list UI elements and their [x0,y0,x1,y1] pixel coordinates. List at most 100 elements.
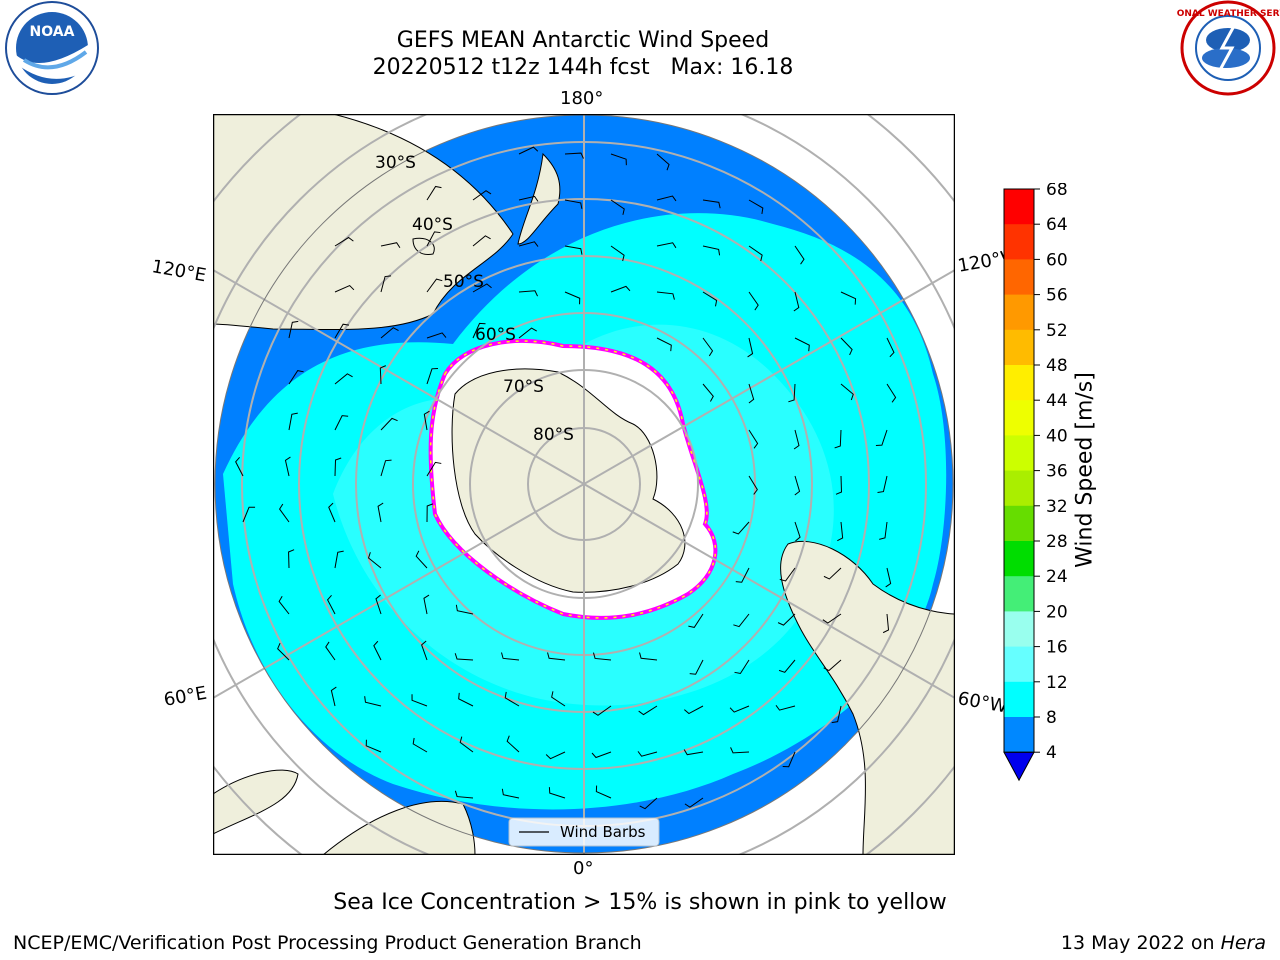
wind-barb [365,739,382,753]
colorbar-tick-label: 40 [1046,426,1068,446]
wind-barb [794,475,801,496]
lon-label-0: 0° [573,858,594,879]
wind-barb [875,429,888,446]
wind-barb [779,567,796,582]
wind-barb [748,291,759,311]
wind-barb [501,788,520,799]
colorbar-segment [1004,189,1034,225]
wind-barb [656,242,677,249]
nws-logo-text: NATIONAL WEATHER SERVICE [1176,9,1280,19]
wind-barb [551,691,566,707]
wind-barb [334,373,353,385]
colorbar-tick-label: 68 [1046,183,1068,200]
wind-barb [330,686,337,707]
lat-label-30s: 30°S [375,153,416,173]
wind-barb [288,370,304,385]
wind-barb [683,749,704,756]
wind-barb [380,275,392,293]
colorbar-segment [1004,646,1034,683]
wind-barb [729,705,750,713]
wind-barb [334,323,350,339]
wind-barb [684,705,704,715]
wind-barb [564,245,583,255]
wind-barb [547,652,566,661]
wind-barb [592,652,612,661]
lon-label-180: 180° [560,88,604,109]
wind-barb [610,153,627,166]
wind-barb [288,320,299,339]
colorbar-segment [1004,505,1034,542]
wind-barb [775,704,796,711]
colorbar-tick-label: 48 [1046,356,1068,376]
wind-barb [377,502,384,523]
wind-barb [610,245,625,262]
wind-barb [822,613,842,624]
wind-barb [504,691,520,707]
wind-barb [840,291,857,305]
wind-barb [879,521,888,540]
colorbar-tick-label: 56 [1046,286,1068,306]
colorbar: 68 64 60 56 52 48 44 40 36 32 28 24 20 16 12 8 4 [1003,183,1068,782]
colorbar-segment [1004,681,1034,718]
wind-barb [375,594,382,615]
wind-barb [702,383,714,402]
footer-machine: Hera [1220,932,1266,954]
colorbar-tick-label: 64 [1046,215,1068,235]
colorbar-segment [1004,259,1034,296]
wind-barb [591,751,612,759]
wind-barb [689,659,704,675]
wind-barb [423,594,430,615]
map-legend: Wind Barbs [508,817,660,847]
wind-barb [835,475,843,495]
wind-barb [840,383,854,401]
wind-barb [325,641,336,661]
colorbar-segment [1004,435,1034,472]
wind-barb [334,236,354,247]
colorbar-segment [1004,470,1034,507]
footer-date-text: 13 May 2022 on [1060,932,1215,954]
wind-barb [885,567,892,588]
wind-barb [702,199,721,209]
wind-barb [277,643,290,661]
wind-barb [380,459,392,477]
colorbar-tick-label: 12 [1046,673,1068,693]
colorbar-segment [1004,329,1034,366]
wind-barb [610,285,631,293]
colorbar-tick-label: 32 [1046,497,1068,517]
wind-barb [823,659,842,672]
colorbar-tick-label: 44 [1046,391,1068,411]
wind-barb [592,705,612,716]
colorbar-tick-label: 20 [1046,602,1068,622]
wind-barb [235,456,244,477]
wind-barb [501,652,520,661]
map-panel: 30°S 40°S 50°S 60°S 70°S 80°S Wind Barbs [213,114,955,855]
wind-barb [284,456,291,477]
colorbar-segment [1004,365,1034,401]
lat-label-70s: 70°S [503,377,544,397]
colorbar-tick-label: 60 [1046,250,1068,270]
chart-title: GEFS MEAN Antarctic Wind Speed [396,28,770,53]
colorbar-extend-arrow [1003,751,1035,782]
wind-barb [380,327,399,339]
wind-barb [426,231,441,247]
lat-label-60s: 60°S [475,325,516,345]
wind-barb [794,245,805,265]
wind-barb [364,696,382,707]
lat-label-40s: 40°S [412,215,453,235]
wind-barb [380,417,398,431]
wind-barb [423,410,430,431]
chart-subtitle: 20220512 t12z 144h fcst Max: 16.18 [372,55,794,80]
wind-barb [747,337,754,358]
wind-barb [518,195,539,202]
colorbar-tick-label: 8 [1046,708,1057,728]
wind-barb [518,290,538,297]
graticule [213,114,955,855]
footer-branch: NCEP/EMC/Verification Post Processing Pr… [13,932,642,954]
wind-barb [639,652,658,661]
wind-barb [334,415,349,431]
wind-barb [748,199,764,215]
wind-barb [793,429,800,450]
wind-barb [411,694,428,707]
wind-barb [426,461,442,477]
colorbar-tick-label: 36 [1046,462,1068,482]
